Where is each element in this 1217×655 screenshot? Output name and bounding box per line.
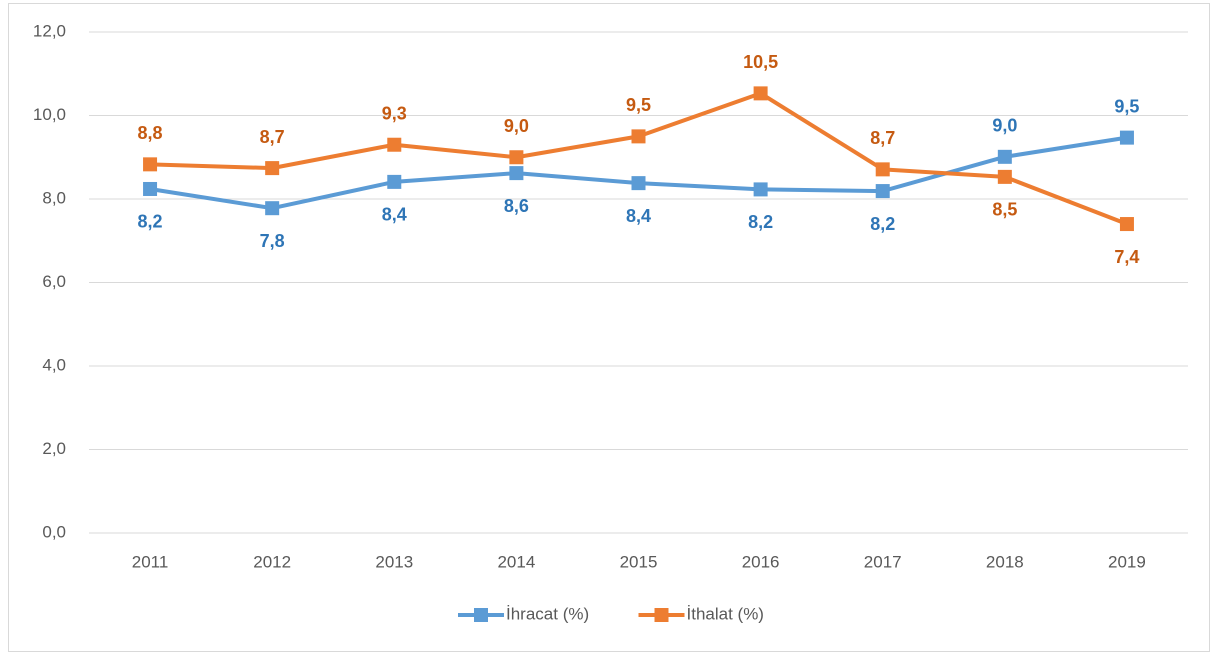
data-label: 8,2 bbox=[138, 212, 163, 232]
data-label: 8,4 bbox=[626, 206, 651, 226]
legend-label: İhracat (%) bbox=[506, 604, 589, 623]
data-label: 7,8 bbox=[260, 231, 285, 251]
series-marker bbox=[265, 201, 280, 216]
series-marker bbox=[143, 181, 158, 196]
legend-marker bbox=[474, 608, 488, 622]
data-label: 9,5 bbox=[1114, 96, 1139, 116]
data-label: 9,3 bbox=[382, 103, 407, 123]
series-marker bbox=[265, 161, 280, 176]
series-marker bbox=[997, 149, 1012, 164]
series-marker bbox=[1119, 217, 1134, 232]
data-label: 8,7 bbox=[260, 127, 285, 147]
x-tick-label: 2019 bbox=[1108, 552, 1146, 571]
data-label: 8,4 bbox=[382, 205, 407, 225]
data-label: 9,5 bbox=[626, 95, 651, 115]
x-tick-label: 2017 bbox=[864, 552, 902, 571]
y-tick-label: 6,0 bbox=[42, 272, 66, 291]
x-tick-label: 2018 bbox=[986, 552, 1024, 571]
y-tick-label: 8,0 bbox=[42, 188, 66, 207]
series-marker bbox=[143, 157, 158, 172]
x-tick-label: 2012 bbox=[253, 552, 291, 571]
series-marker bbox=[875, 184, 890, 199]
data-label: 10,5 bbox=[743, 52, 778, 72]
y-tick-label: 4,0 bbox=[42, 355, 66, 374]
series-marker bbox=[753, 182, 768, 197]
x-tick-label: 2011 bbox=[132, 552, 169, 571]
data-label: 8,2 bbox=[748, 212, 773, 232]
y-tick-label: 10,0 bbox=[33, 105, 66, 124]
series-marker bbox=[387, 137, 402, 152]
series-marker bbox=[631, 176, 646, 191]
series-marker bbox=[509, 150, 524, 165]
x-tick-label: 2016 bbox=[742, 552, 780, 571]
series-marker bbox=[1119, 130, 1134, 145]
series-marker bbox=[753, 86, 768, 101]
x-tick-label: 2014 bbox=[497, 552, 535, 571]
x-tick-label: 2013 bbox=[375, 552, 413, 571]
x-tick-label: 2015 bbox=[620, 552, 658, 571]
series-marker bbox=[509, 166, 524, 181]
legend-label: İthalat (%) bbox=[687, 604, 764, 623]
legend-marker bbox=[654, 608, 669, 622]
y-tick-label: 2,0 bbox=[42, 439, 66, 458]
series-marker bbox=[997, 169, 1012, 184]
y-tick-label: 0,0 bbox=[42, 522, 66, 541]
data-label: 7,4 bbox=[1114, 247, 1139, 267]
chart-border bbox=[8, 3, 1210, 652]
data-label: 8,6 bbox=[504, 196, 529, 216]
data-label: 9,0 bbox=[992, 116, 1017, 136]
data-label: 8,5 bbox=[992, 200, 1017, 220]
series-marker bbox=[387, 174, 402, 189]
y-tick-label: 12,0 bbox=[33, 21, 66, 40]
data-label: 9,0 bbox=[504, 116, 529, 136]
series-marker bbox=[875, 162, 890, 177]
data-label: 8,8 bbox=[138, 123, 163, 143]
data-label: 8,2 bbox=[870, 214, 895, 234]
series-marker bbox=[631, 129, 646, 144]
data-label: 8,7 bbox=[870, 128, 895, 148]
